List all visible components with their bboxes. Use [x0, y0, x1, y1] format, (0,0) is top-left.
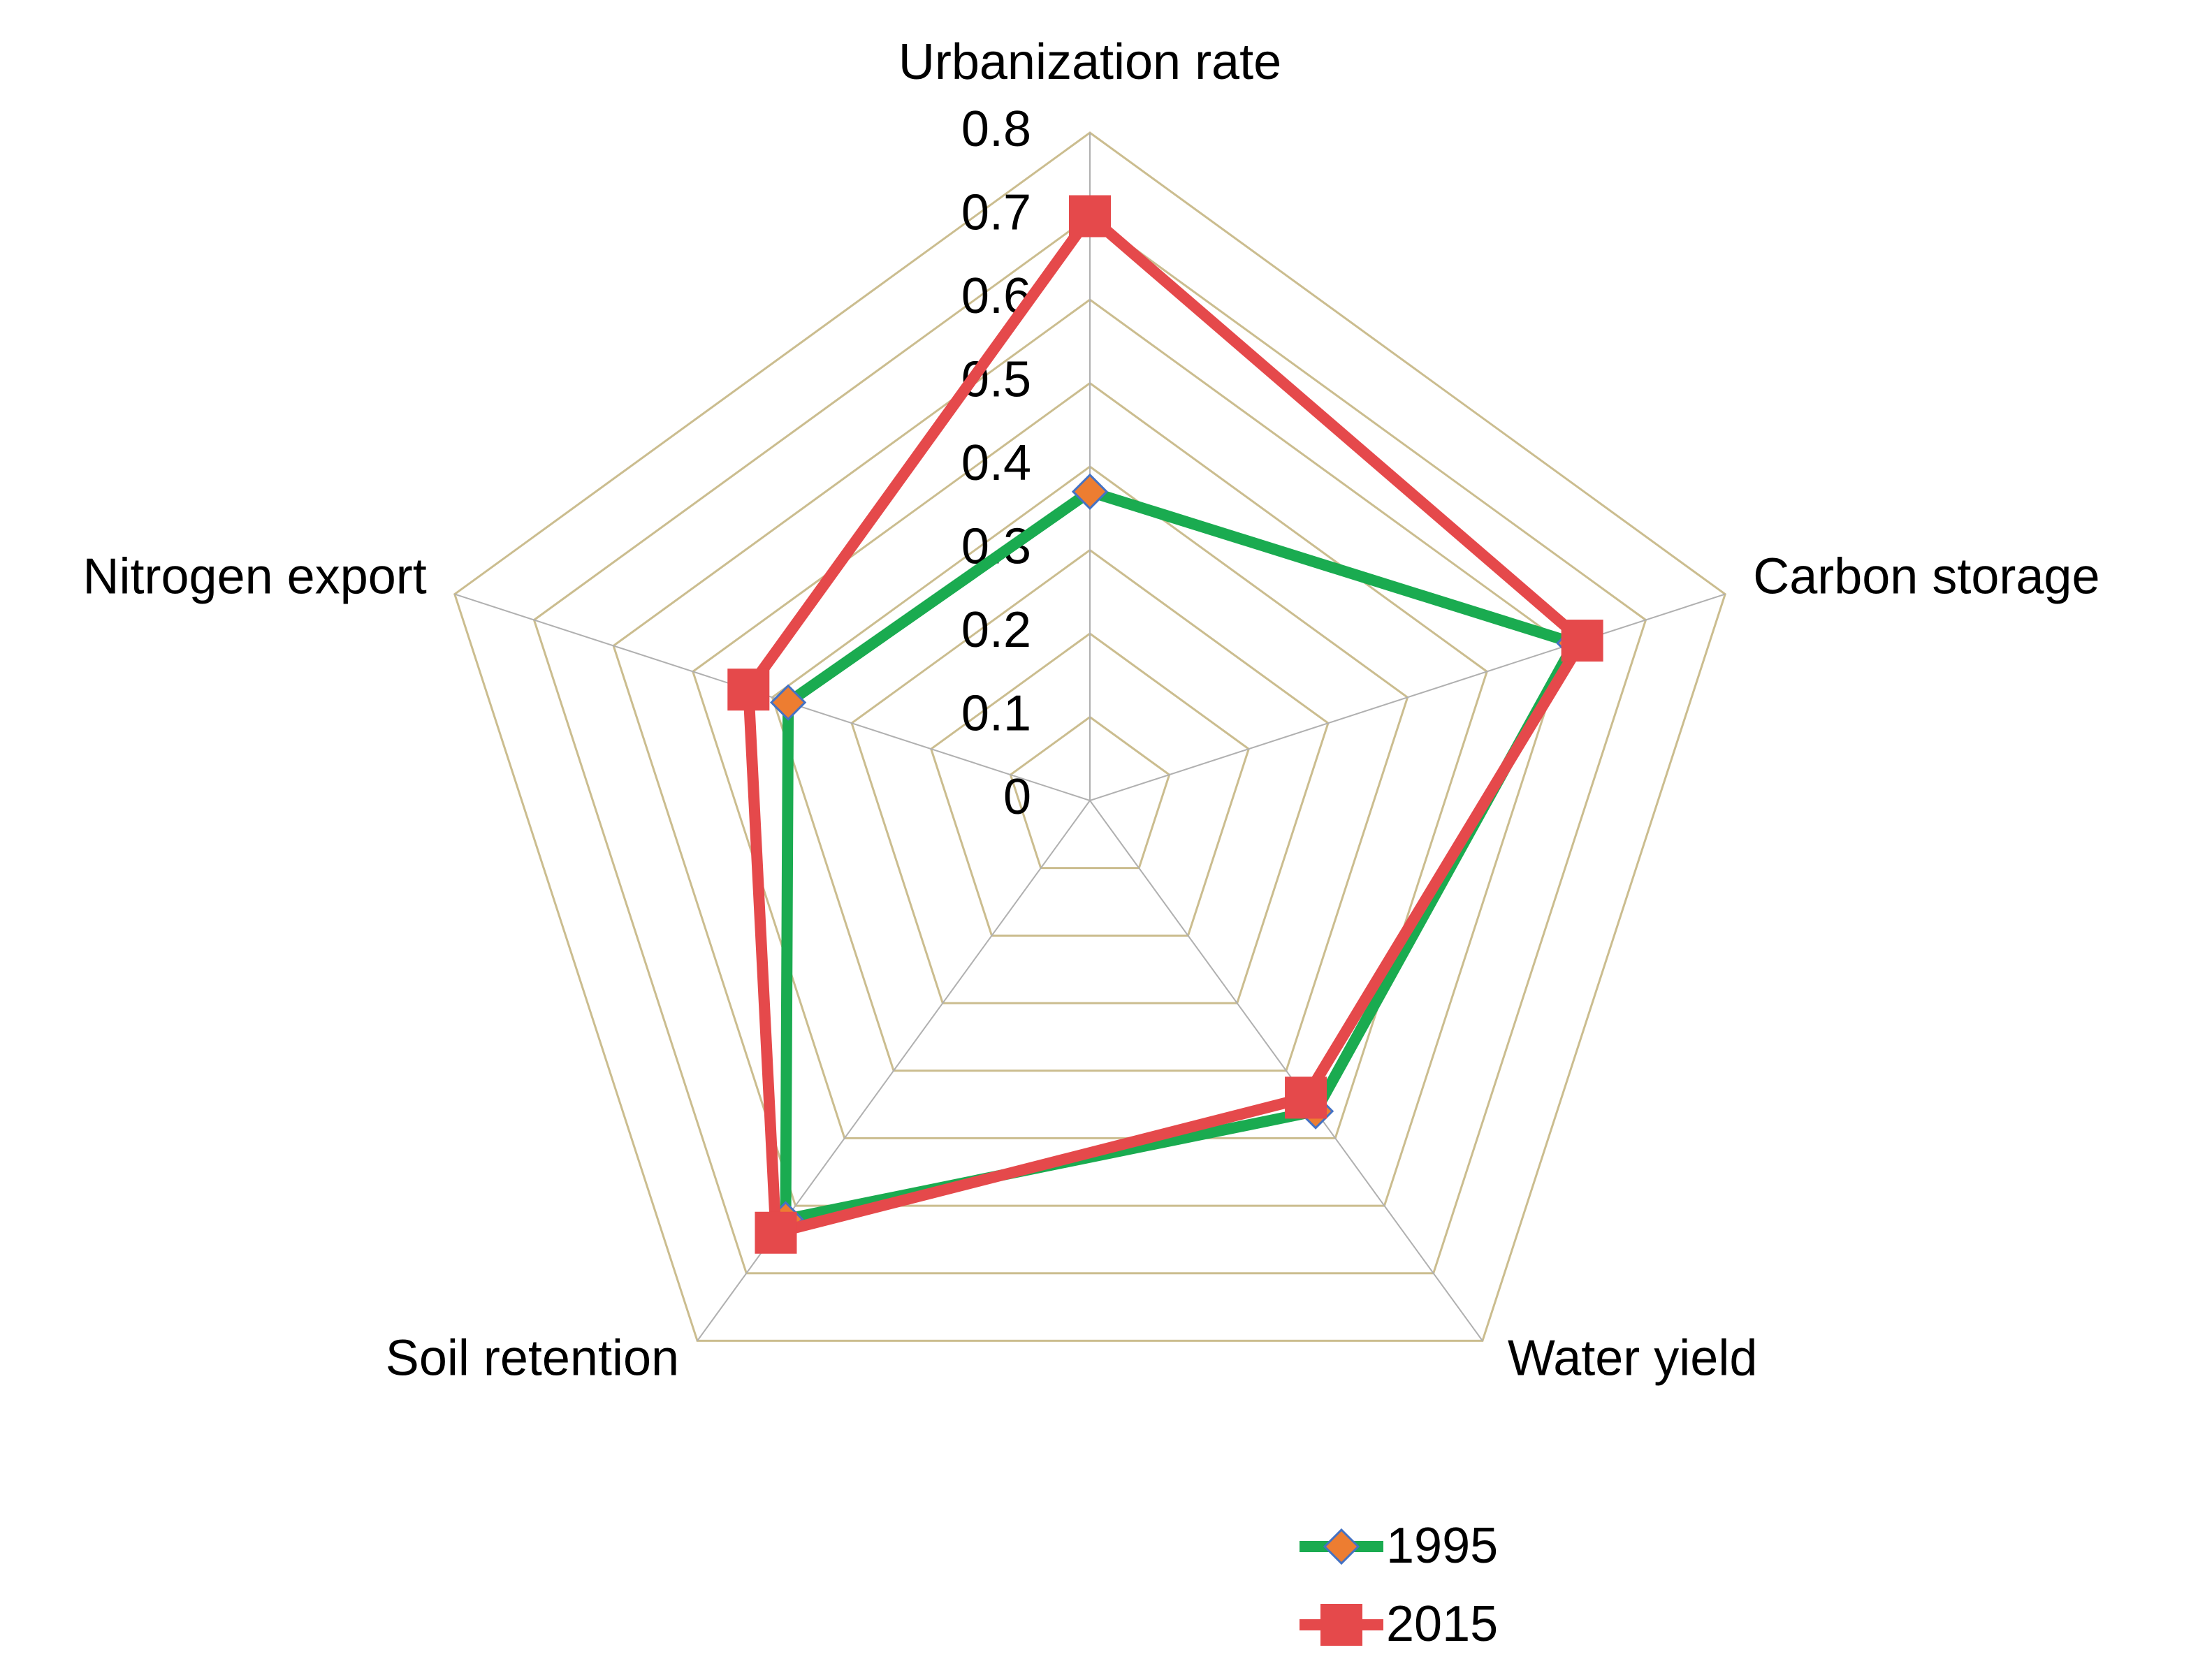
category-label: Urbanization rate	[898, 34, 1281, 90]
category-label: Water yield	[1508, 1330, 1757, 1386]
legend-label: 1995	[1386, 1518, 1498, 1574]
spoke	[1089, 800, 1483, 1342]
spoke	[454, 593, 1091, 801]
grid-line	[691, 381, 1489, 1139]
r-tick-label: 0.1	[961, 686, 1031, 742]
grid-line	[850, 548, 1330, 1005]
point-marker	[755, 1211, 797, 1254]
grid-line	[612, 298, 1568, 1207]
point-marker	[1285, 1076, 1327, 1119]
r-tick-label: 0.4	[961, 435, 1031, 491]
r-tick-label: 0.2	[961, 602, 1031, 658]
r-tick-label: 0	[1003, 769, 1031, 825]
category-label: Nitrogen export	[83, 549, 427, 605]
grid-line	[771, 465, 1409, 1072]
series-line	[743, 210, 1588, 1239]
r-tick-label: 0.8	[961, 101, 1031, 157]
grid-line	[453, 131, 1726, 1342]
legend-marker	[1323, 1528, 1360, 1565]
legend-label: 2015	[1386, 1596, 1498, 1652]
category-label: Carbon storage	[1753, 549, 2099, 605]
point-marker	[1561, 620, 1603, 662]
grid-line	[1009, 715, 1171, 870]
point-marker	[770, 684, 807, 721]
grid-line	[929, 632, 1251, 937]
point-marker	[1071, 473, 1109, 510]
grid-line	[532, 214, 1647, 1275]
legend-marker	[1320, 1604, 1362, 1646]
point-marker	[1069, 195, 1111, 238]
spoke	[1089, 593, 1726, 801]
category-label: Soil retention	[386, 1330, 679, 1386]
r-tick-label: 0.7	[961, 185, 1031, 241]
point-marker	[727, 669, 770, 711]
